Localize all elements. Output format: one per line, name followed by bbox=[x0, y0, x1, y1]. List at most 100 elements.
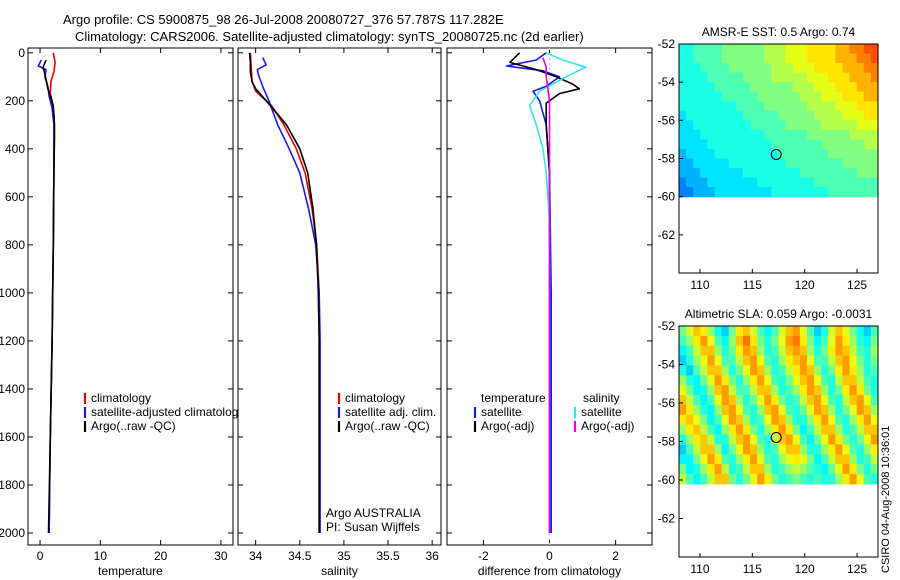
amsre-sst-heatmap-cell bbox=[757, 120, 765, 131]
amsre-sst-heatmap-cell bbox=[799, 82, 808, 93]
amsre-sst-heatmap-cell bbox=[849, 110, 858, 121]
amsre-sst-heatmap-cell bbox=[863, 82, 872, 93]
amsre-sst-heatmap-cell bbox=[686, 72, 694, 83]
amsre-sst-heatmap-cell bbox=[721, 63, 730, 74]
amsre-sst-heatmap-cell bbox=[799, 158, 808, 169]
altimetric-sla-heatmap-cell bbox=[778, 464, 787, 475]
altimetric-sla-heatmap-cell bbox=[856, 345, 865, 357]
amsre-sst-heatmap-cell bbox=[764, 91, 772, 102]
altimetric-sla-heatmap-cell bbox=[821, 326, 829, 337]
amsre-sst-heatmap-cell bbox=[728, 129, 737, 141]
amsre-sst-heatmap-cell bbox=[806, 148, 815, 160]
altimetric-sla-heatmap-cell bbox=[863, 404, 872, 416]
altimetric-sla-heatmap-cell bbox=[828, 345, 836, 357]
amsre-sst-heatmap-cell bbox=[856, 110, 865, 121]
amsre-sst-heatmap-cell bbox=[814, 158, 822, 169]
altimetric-sla-heatmap-cell bbox=[714, 434, 723, 445]
altimetric-sla-heatmap-cell bbox=[863, 464, 872, 475]
amsre-sst-heatmap-cell bbox=[728, 72, 737, 83]
altimetric-sla-heatmap-cell bbox=[686, 404, 694, 416]
amsre-sst-heatmap-cell bbox=[764, 44, 772, 55]
salinity-profile-panel: 34 34.5 35 35.5 36 salinity climatologysatelli… bbox=[237, 47, 442, 578]
amsre-sst-heatmap-cell bbox=[806, 82, 815, 93]
altimetric-sla-heatmap-cell bbox=[679, 454, 687, 465]
temperature-legend-label-climatology: climatology bbox=[91, 391, 151, 405]
amsre-sst-heatmap-cell bbox=[714, 187, 723, 198]
amsre-sst-heatmap-cell bbox=[757, 82, 765, 93]
amsre-sst-heatmap-cell bbox=[714, 63, 723, 74]
altimetric-sla-heatmap-cell bbox=[728, 434, 737, 445]
altimetric-sla-heatmap-cell bbox=[764, 326, 772, 337]
amsre-sst-heatmap-cell bbox=[842, 44, 851, 55]
altimetric-sla-heatmap-cell bbox=[799, 404, 808, 416]
amsre-sst-heatmap-cell bbox=[686, 129, 694, 141]
amsre-sst-heatmap-cell bbox=[814, 120, 822, 131]
altimetric-sla-xtick-label-110: 110 bbox=[690, 562, 709, 576]
altimetric-sla-heatmap-cell bbox=[835, 473, 844, 485]
amsre-sst-heatmap-cell bbox=[771, 177, 780, 188]
amsre-sst-heatmap-cell bbox=[721, 44, 730, 55]
amsre-sst-heatmap-cell bbox=[714, 53, 723, 64]
amsre-sst-heatmap-cell bbox=[856, 129, 865, 141]
amsre-sst-heatmap-cell bbox=[679, 91, 687, 102]
altimetric-sla-heatmap-cell bbox=[821, 404, 829, 416]
amsre-sst-heatmap-cell bbox=[707, 139, 716, 150]
altimetric-sla-heatmap-cell bbox=[735, 473, 744, 485]
amsre-sst-heatmap-cell bbox=[792, 110, 801, 121]
altimetric-sla-heatmap-cell bbox=[785, 454, 794, 465]
amsre-sst-heatmap-cell bbox=[714, 148, 723, 160]
amsre-sst-heatmap-cell bbox=[785, 101, 794, 112]
altimetric-sla-heatmap-cell bbox=[814, 355, 822, 367]
amsre-sst-heatmap-cell bbox=[856, 63, 865, 74]
altimetric-sla-heatmap-cell bbox=[835, 385, 844, 396]
amsre-sst-heatmap-cell bbox=[828, 168, 836, 179]
altimetric-sla-heatmap-cell bbox=[764, 375, 772, 386]
altimetric-sla-heatmap-cell bbox=[870, 424, 879, 436]
altimetric-sla-heatmap-cell bbox=[792, 395, 801, 406]
amsre-sst-heatmap-cell bbox=[785, 177, 794, 188]
amsre-sst-heatmap-cell bbox=[686, 177, 694, 188]
altimetric-sla-heatmap-cell bbox=[863, 375, 872, 386]
amsre-sst-ytick-label-56: -56 bbox=[658, 113, 676, 127]
amsre-sst-heatmap-cell bbox=[700, 91, 709, 102]
altimetric-sla-heatmap-cell bbox=[700, 326, 709, 337]
depth-tick-label-1800: 1800 bbox=[0, 478, 25, 492]
amsre-sst-heatmap-cell bbox=[771, 148, 780, 160]
amsre-sst-heatmap-cell bbox=[771, 139, 780, 150]
altimetric-sla-heatmap-cell bbox=[785, 355, 794, 367]
amsre-sst-heatmap-cell bbox=[757, 110, 765, 121]
altimetric-sla-heatmap-cell bbox=[707, 404, 716, 416]
amsre-sst-xtick-label-110: 110 bbox=[690, 278, 709, 292]
amsre-sst-heatmap-cell bbox=[735, 91, 744, 102]
amsre-sst-heatmap-cell bbox=[799, 101, 808, 112]
altimetric-sla-heatmap-cell bbox=[778, 414, 787, 426]
altimetric-sla-heatmap-cell bbox=[714, 385, 723, 396]
amsre-sst-heatmap-cell bbox=[870, 129, 879, 141]
amsre-sst-heatmap-cell bbox=[707, 101, 716, 112]
amsre-sst-heatmap-cell bbox=[693, 168, 701, 179]
amsre-sst-heatmap-cell bbox=[721, 168, 730, 179]
altimetric-sla-xtick-label-120: 120 bbox=[795, 562, 815, 576]
amsre-sst-heatmap-cell bbox=[870, 168, 879, 179]
amsre-sst-heatmap-cell bbox=[757, 158, 765, 169]
difference-series-group bbox=[505, 52, 587, 533]
amsre-sst-heatmap-cell bbox=[806, 158, 815, 169]
altimetric-sla-heatmap-cell bbox=[721, 375, 730, 386]
amsre-sst-heatmap-cell bbox=[828, 148, 836, 160]
salinity-series-argo-raw-qc bbox=[248, 52, 321, 533]
altimetric-sla-heatmap-cell bbox=[792, 326, 801, 337]
amsre-sst-heatmap-cell bbox=[806, 139, 815, 150]
altimetric-sla-heatmap-cell bbox=[870, 434, 879, 445]
amsre-sst-heatmap-cell bbox=[707, 63, 716, 74]
amsre-sst-heatmap-cell bbox=[814, 91, 822, 102]
figure-title-line2: Climatology: CARS2006. Satellite-adjuste… bbox=[75, 29, 584, 44]
altimetric-sla-heatmap-cell bbox=[679, 473, 687, 485]
amsre-sst-heatmap-cell bbox=[814, 139, 822, 150]
altimetric-sla-heatmap-cell bbox=[742, 464, 751, 475]
amsre-sst-heatmap-cell bbox=[764, 110, 772, 121]
amsre-sst-heatmap-cell bbox=[856, 120, 865, 131]
amsre-sst-heatmap-cell bbox=[693, 91, 701, 102]
altimetric-sla-heatmap-cell bbox=[856, 424, 865, 436]
difference-temperature-legend-label-argo-adj: Argo(-adj) bbox=[481, 419, 534, 433]
altimetric-sla-heatmap-cell bbox=[764, 454, 772, 465]
